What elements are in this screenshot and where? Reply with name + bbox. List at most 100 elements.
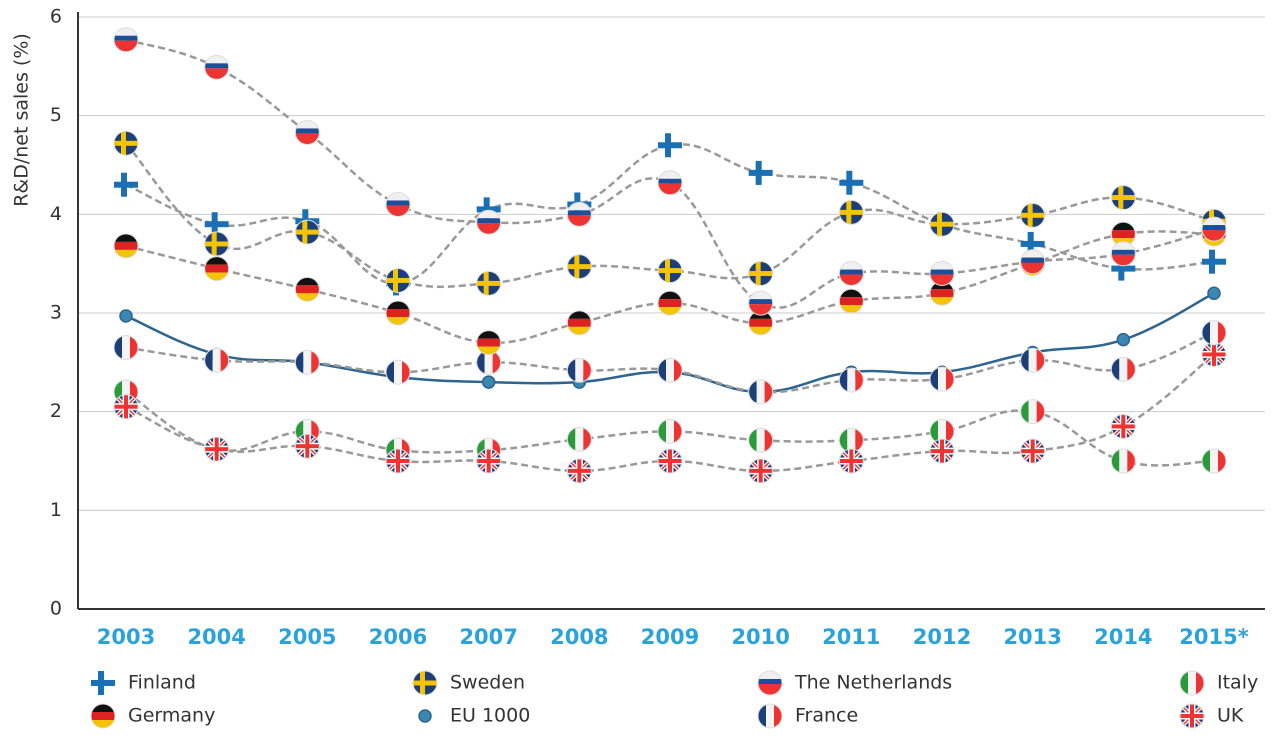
flag-body	[1020, 203, 1045, 228]
flag-part	[575, 358, 584, 383]
x-tick-label: 2003	[97, 625, 155, 649]
marker	[385, 359, 411, 385]
flag-part	[665, 258, 670, 283]
y-tick-label: 5	[50, 104, 62, 126]
legend-marker	[412, 670, 438, 696]
flag-part	[839, 305, 864, 314]
flag-part	[755, 160, 762, 185]
flag-body	[748, 428, 773, 453]
flag-ring	[1201, 320, 1227, 346]
flag-part	[758, 679, 782, 684]
marker	[385, 300, 411, 326]
flag-part	[847, 428, 856, 453]
marker	[294, 433, 320, 459]
flag-part	[311, 350, 320, 375]
marker	[385, 448, 411, 474]
flag-part	[220, 348, 229, 373]
flag-body	[930, 212, 954, 237]
x-tick-label: 2015*	[1179, 625, 1248, 649]
flag-ring	[204, 436, 230, 462]
marker	[838, 288, 864, 314]
flag-ring	[748, 261, 774, 287]
flag-part	[1218, 320, 1226, 345]
flag-ring	[748, 290, 774, 316]
legend-label: UK	[1217, 705, 1244, 727]
marker	[748, 290, 774, 316]
flag-part	[839, 289, 864, 298]
flag-part	[476, 210, 501, 219]
marker	[566, 458, 592, 484]
flag-part	[476, 438, 485, 463]
marker	[204, 256, 230, 282]
flag-body	[295, 434, 320, 459]
flag-ring	[385, 267, 411, 293]
flag-ring	[476, 209, 502, 235]
flag-body	[476, 449, 501, 473]
flag-part	[1027, 231, 1034, 256]
flag-body	[114, 233, 138, 258]
flag-ring	[204, 347, 230, 373]
flag-ring	[90, 703, 116, 729]
flag-part	[402, 438, 410, 463]
flag-body	[839, 200, 864, 225]
flag-body	[114, 335, 138, 360]
flag-part	[748, 379, 757, 404]
flag-part	[211, 231, 217, 256]
dot	[1207, 286, 1221, 301]
flag-part	[658, 299, 682, 308]
flag-body	[1202, 320, 1226, 345]
flag-ring	[1110, 185, 1136, 211]
flag-part	[204, 272, 229, 281]
flag-part	[1028, 348, 1037, 373]
flag-part	[91, 704, 115, 712]
flag-ring	[657, 290, 683, 316]
flag-ring	[1020, 249, 1046, 275]
flag-body	[295, 120, 320, 145]
flag-ring	[657, 418, 683, 444]
x-tick-label: 2014	[1094, 625, 1152, 649]
flag-body	[839, 428, 864, 453]
y-tick-label: 1	[50, 499, 62, 521]
marker	[476, 270, 502, 296]
flag-part	[1030, 439, 1035, 464]
marker	[1116, 332, 1131, 347]
flag-part	[114, 335, 122, 360]
flag-ring	[1020, 202, 1046, 228]
flag-body	[295, 350, 320, 375]
marker	[566, 310, 592, 336]
flag-part	[1202, 230, 1226, 242]
marker	[566, 201, 592, 227]
flag-part	[1180, 671, 1188, 695]
marker	[1020, 399, 1046, 425]
flag-part	[204, 256, 229, 265]
flag-ring	[657, 357, 683, 383]
flag-part	[1127, 449, 1136, 473]
flag-body	[567, 254, 592, 279]
marker	[385, 267, 411, 293]
flag-ring	[657, 170, 683, 196]
flag-ring	[566, 426, 592, 452]
flag-part	[1027, 203, 1033, 228]
flag-ring	[566, 201, 592, 227]
marker	[1201, 448, 1227, 474]
flag-part	[839, 261, 864, 270]
flag-part	[122, 335, 130, 360]
flag-ring	[1110, 356, 1136, 382]
flag-body	[386, 449, 410, 473]
flag-body	[930, 367, 954, 392]
flag-part	[575, 427, 584, 452]
marker	[1201, 216, 1227, 242]
marker	[113, 130, 139, 156]
flag-part	[114, 379, 122, 404]
flag-ring	[566, 254, 592, 280]
flag-body	[839, 261, 864, 286]
marker	[1110, 413, 1136, 439]
flag-part	[1111, 254, 1136, 266]
flag-body	[758, 704, 782, 728]
flag-part	[1118, 185, 1124, 210]
flag-ring	[757, 670, 783, 696]
flag-part	[483, 197, 490, 222]
flag-part	[305, 434, 310, 459]
flag-part	[839, 428, 848, 453]
flag-part	[386, 200, 410, 206]
